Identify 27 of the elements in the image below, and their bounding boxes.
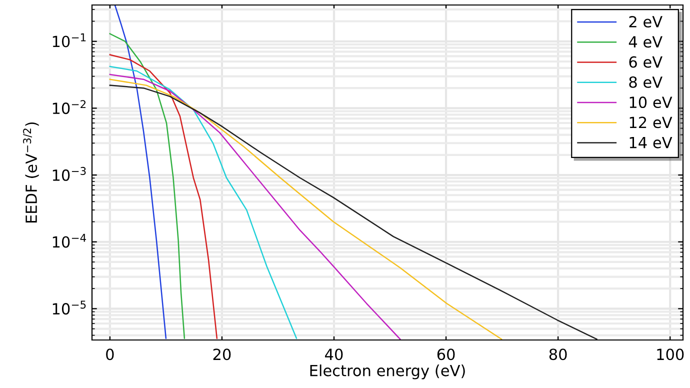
legend-label: 6 eV (629, 56, 662, 68)
line-series (109, 33, 186, 339)
x-tick-label: 80 (549, 348, 567, 360)
y-tick-label: 10$^{−4}$ (52, 234, 86, 248)
line-series (109, 66, 298, 339)
legend-label: 10 eV (630, 96, 672, 108)
line-series (109, 78, 502, 340)
line-series (109, 54, 218, 339)
line-series (109, 74, 401, 340)
legend-label: 14 eV (630, 136, 672, 148)
y-tick-label: 10$^{−5}$ (52, 300, 86, 315)
y-axis-title: EEDF (eV$^{−3/2}$) (23, 122, 39, 222)
x-tick-label: 0 (106, 348, 114, 360)
legend-label: 4 eV (628, 36, 662, 48)
y-tick-label: 10$^{−1}$ (52, 33, 86, 48)
x-tick-label: 60 (437, 348, 455, 360)
x-axis-title: Electron energy (eV) (310, 364, 465, 380)
line-series (114, 5, 167, 339)
y-tick-label: 10$^{−3}$ (52, 166, 86, 181)
legend-label: 8 eV (629, 76, 662, 88)
legend-label: 2 eV (629, 16, 662, 28)
x-tick-label: 100 (657, 348, 684, 360)
y-tick-label: 10$^{−2}$ (52, 100, 86, 114)
x-tick-label: 40 (325, 348, 343, 360)
legend-label: 12 eV (630, 116, 672, 128)
x-tick-label: 20 (213, 348, 231, 360)
line-series (109, 84, 598, 340)
